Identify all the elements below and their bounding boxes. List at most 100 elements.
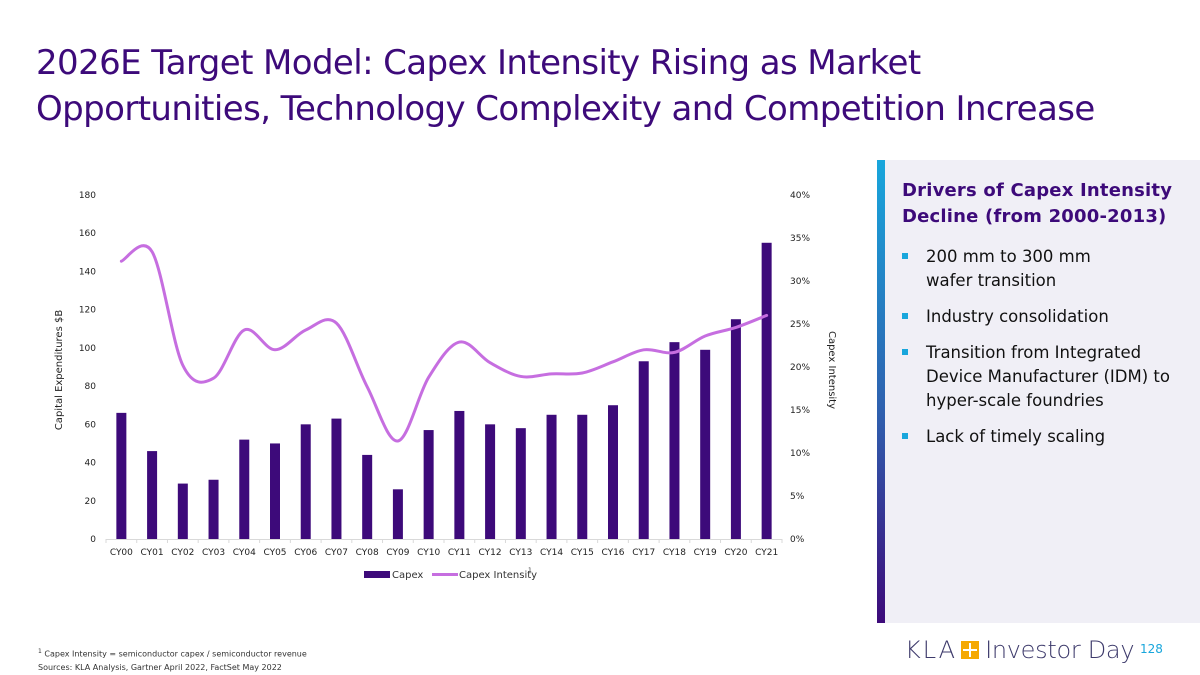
kla-wordmark: KLA — [905, 636, 958, 664]
y2-tick-label: 25% — [790, 320, 810, 330]
bar-cy08 — [362, 454, 373, 539]
footnote: 1 Capex Intensity = semiconductor capex … — [38, 645, 307, 674]
list-item-text: Industry consolidation — [926, 307, 1109, 326]
x-axis — [105, 539, 783, 543]
bar-cy02 — [177, 483, 188, 539]
x-tick-label: CY20 — [724, 548, 747, 558]
footnote-text: Capex Intensity = semiconductor capex / … — [44, 649, 307, 659]
bar-cy01 — [147, 451, 158, 539]
page-number: 128 — [1140, 642, 1163, 656]
bar-cy20 — [730, 319, 741, 539]
list-item-text: Lack of timely scaling — [926, 427, 1106, 446]
panel-heading: Drivers of Capex Intensity Decline (from… — [902, 180, 1173, 227]
x-tick-label: CY16 — [601, 548, 624, 558]
bar-cy12 — [485, 424, 496, 539]
brand-logo: KLA Investor Day — [905, 634, 1135, 666]
list-item: Industry consolidation — [902, 305, 1197, 329]
x-tick-label: CY04 — [233, 548, 256, 558]
x-tick-label: CY10 — [417, 548, 440, 558]
plus-icon — [961, 641, 980, 659]
y2-tick-label: 10% — [790, 449, 810, 459]
y2-tick-label: 5% — [790, 492, 805, 502]
y2-tick-label: 0% — [790, 535, 805, 545]
y-tick-label: 40 — [85, 459, 97, 469]
list-item: 200 mm to 300 mm wafer transition — [902, 245, 1102, 293]
x-tick-label: CY00 — [110, 548, 133, 558]
y2-tick-label: 15% — [790, 406, 810, 416]
x-tick-label: CY02 — [171, 548, 194, 558]
x-tick-label: CY08 — [356, 548, 379, 558]
bar-cy07 — [331, 418, 342, 539]
x-tick-label: CY07 — [325, 548, 348, 558]
bar-cy05 — [270, 443, 280, 539]
chart-legend: Capex Capex Intensity 1 — [364, 567, 537, 581]
drivers-panel: Drivers of Capex Intensity Decline (from… — [877, 160, 1200, 623]
bar-cy03 — [208, 479, 219, 539]
y-tick-label: 120 — [79, 306, 96, 316]
y2-axis-title-text: Capex Intensity — [826, 331, 837, 409]
x-tick-label: CY03 — [202, 548, 225, 558]
y2-tick-label: 20% — [790, 363, 810, 373]
footnote-marker: 1 — [38, 648, 42, 655]
x-tick-label: CY21 — [755, 548, 778, 558]
bullet-icon — [902, 313, 908, 319]
y2-tick-label: 40% — [790, 191, 810, 201]
legend-swatch-capex — [364, 571, 390, 578]
drivers-list: 200 mm to 300 mm wafer transition Indust… — [902, 245, 1197, 461]
bar-cy06 — [300, 424, 311, 539]
x-tick-label: CY18 — [663, 548, 686, 558]
capex-bars — [116, 242, 772, 539]
panel-accent-strip — [877, 160, 885, 623]
bar-cy18 — [669, 342, 680, 539]
bullet-icon — [902, 253, 908, 259]
y-tick-label: 20 — [85, 497, 97, 507]
legend-superscript: 1 — [528, 567, 532, 574]
x-tick-label: CY09 — [386, 548, 409, 558]
x-tick-label: CY06 — [294, 548, 317, 558]
list-item-text: Transition from Integrated Device Manufa… — [926, 343, 1170, 410]
capex-chart: Capital Expenditures $B Capex Intensity … — [54, 191, 837, 581]
list-item: Transition from Integrated Device Manufa… — [902, 341, 1177, 413]
bar-cy13 — [515, 428, 526, 539]
bullet-icon — [902, 349, 908, 355]
bullet-icon — [902, 433, 908, 439]
bar-cy19 — [700, 349, 711, 539]
y-tick-label: 140 — [79, 267, 96, 277]
x-axis-labels: CY00 CY01 CY02 CY03 CY04 CY05 CY06 CY07 CY08 CY09… — [110, 548, 778, 558]
bar-cy10 — [423, 430, 434, 539]
legend-label-capex: Capex — [392, 570, 423, 581]
y-tick-label: 60 — [85, 420, 97, 430]
list-item-text: 200 mm to 300 mm wafer transition — [926, 247, 1091, 290]
x-tick-label: CY13 — [509, 548, 532, 558]
bar-cy00 — [116, 412, 127, 539]
bar-cy14 — [546, 414, 557, 539]
y2-axis-ticks: 0% 5% 10% 15% 20% 25% 30% 35% 40% — [790, 191, 810, 545]
y2-axis-title: Capex Intensity — [826, 331, 837, 409]
x-tick-label: CY19 — [694, 548, 717, 558]
list-item: Lack of timely scaling — [902, 425, 1197, 449]
y2-tick-label: 30% — [790, 277, 810, 287]
y-axis-title: Capital Expenditures $B — [54, 310, 65, 430]
bar-cy04 — [239, 439, 250, 539]
y-tick-label: 80 — [85, 382, 97, 392]
y-tick-label: 100 — [79, 344, 96, 354]
bar-cy15 — [577, 414, 588, 539]
x-tick-label: CY12 — [479, 548, 502, 558]
bar-cy17 — [638, 361, 649, 539]
x-tick-label: CY17 — [632, 548, 655, 558]
bar-cy16 — [608, 405, 618, 539]
footnote-definition: 1 Capex Intensity = semiconductor capex … — [38, 645, 307, 661]
x-tick-label: CY11 — [448, 548, 471, 558]
capex-intensity-line — [119, 244, 769, 443]
capex-intensity-line-group — [119, 244, 769, 443]
bar-cy11 — [454, 410, 465, 539]
y-axis-ticks: 0 20 40 60 80 100 120 140 160 180 — [79, 191, 96, 545]
y-tick-label: 0 — [90, 535, 96, 545]
x-tick-label: CY05 — [263, 548, 286, 558]
y-axis-title-left: Capital Expenditures $B — [54, 310, 65, 430]
y2-tick-label: 35% — [790, 234, 810, 244]
x-tick-label: CY01 — [141, 548, 164, 558]
legend-label-capex-intensity: Capex Intensity — [459, 570, 537, 581]
x-tick-label: CY15 — [571, 548, 594, 558]
bar-cy21 — [761, 242, 772, 539]
